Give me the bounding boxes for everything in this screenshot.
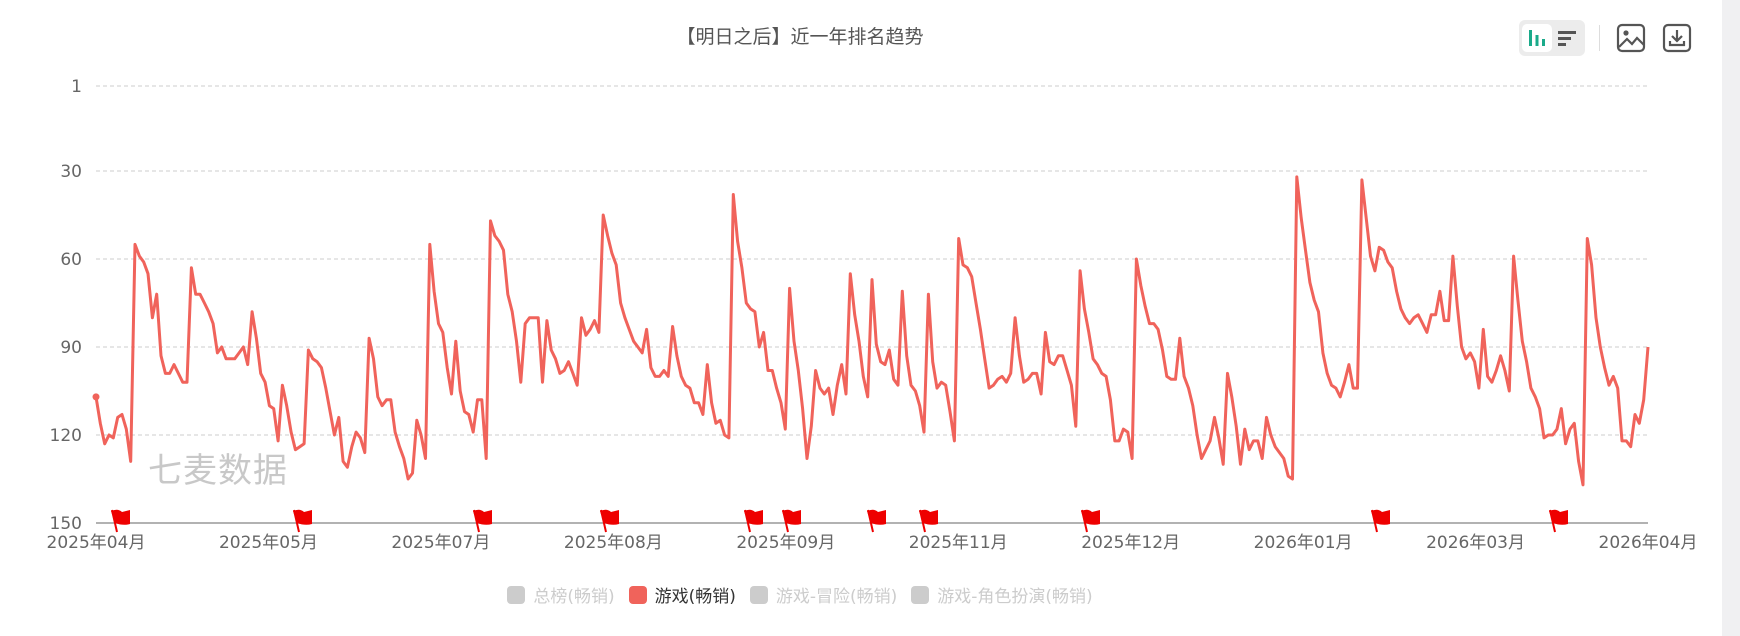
x-tick-label: 2026年01月 — [1254, 533, 1353, 553]
x-tick-label: 2026年04月 — [1599, 533, 1698, 553]
event-flag-icon[interactable] — [111, 509, 130, 533]
data-point-marker — [92, 393, 100, 401]
legend-swatch — [911, 585, 930, 604]
event-flag-icon[interactable] — [744, 509, 763, 533]
legend-label: 游戏(畅销) — [654, 587, 736, 607]
y-tick-label: 30 — [60, 162, 82, 182]
series-markers — [92, 393, 100, 401]
download-icon — [1662, 23, 1692, 53]
horizontal-bar-icon — [1558, 31, 1576, 46]
event-flag-icon[interactable] — [919, 509, 938, 533]
legend-label: 游戏-角色扮演(畅销) — [937, 587, 1093, 607]
legend-swatch — [507, 585, 526, 604]
page-scrollbar[interactable] — [1722, 0, 1740, 636]
event-flag-icon[interactable] — [782, 509, 801, 533]
event-flag-icon[interactable] — [473, 509, 492, 533]
watermark: 七麦数据 — [148, 451, 288, 491]
legend-item-1[interactable]: 游戏(畅销) — [628, 582, 736, 607]
x-tick-label: 2025年04月 — [47, 533, 146, 553]
bar-chart-icon — [1529, 30, 1545, 46]
x-tick-label: 2026年03月 — [1426, 533, 1525, 553]
horizontal-bar-view-button[interactable] — [1552, 24, 1582, 52]
y-tick-label: 60 — [60, 250, 82, 270]
x-axis-labels: 2025年04月 2025年05月 2025年07月 2025年08月 2025年09月… — [47, 533, 1698, 553]
y-tick-label: 150 — [50, 514, 82, 534]
legend-label: 游戏-冒险(畅销) — [775, 587, 898, 607]
series-line-game-grossing[interactable] — [94, 175, 1650, 487]
download-button[interactable] — [1660, 21, 1694, 55]
event-flag-icon[interactable] — [867, 509, 886, 533]
event-flag-icon[interactable] — [1371, 509, 1390, 533]
event-flag-icon[interactable] — [1081, 509, 1100, 533]
event-flags[interactable] — [111, 509, 1568, 533]
x-tick-label: 2025年09月 — [736, 533, 835, 553]
toolbar-divider — [1599, 25, 1600, 51]
x-tick-label: 2025年12月 — [1081, 533, 1180, 553]
legend-item-0[interactable]: 总榜(畅销) — [507, 582, 615, 607]
legend-swatch — [749, 585, 768, 604]
chart-legend: 总榜(畅销) 游戏(畅销) 游戏-冒险(畅销) 游戏-角色扮演(畅销) — [0, 582, 1600, 607]
y-tick-label: 90 — [60, 338, 82, 358]
y-tick-label: 1 — [71, 77, 82, 97]
x-tick-label: 2025年08月 — [564, 533, 663, 553]
y-axis-labels: 1 30 60 90 120 150 — [50, 77, 82, 534]
legend-swatch — [628, 585, 647, 604]
save-image-button[interactable] — [1614, 21, 1648, 55]
y-gridlines — [96, 85, 1648, 436]
event-flag-icon[interactable] — [1549, 509, 1568, 533]
event-flag-icon[interactable] — [600, 509, 619, 533]
x-tick-label: 2025年11月 — [909, 533, 1008, 553]
chart-title: 【明日之后】近一年排名趋势 — [676, 26, 924, 48]
chart-toolbar — [1519, 18, 1706, 58]
legend-label: 总榜(畅销) — [533, 587, 615, 607]
x-tick-label: 2025年07月 — [391, 533, 490, 553]
legend-item-3[interactable]: 游戏-角色扮演(畅销) — [911, 582, 1093, 607]
chart-type-toggle — [1519, 20, 1585, 56]
y-tick-label: 120 — [50, 426, 82, 446]
x-tick-label: 2025年05月 — [219, 533, 318, 553]
legend-item-2[interactable]: 游戏-冒险(畅销) — [749, 582, 898, 607]
bar-chart-view-button[interactable] — [1522, 24, 1552, 52]
event-flag-icon[interactable] — [293, 509, 312, 533]
image-icon — [1616, 23, 1646, 53]
